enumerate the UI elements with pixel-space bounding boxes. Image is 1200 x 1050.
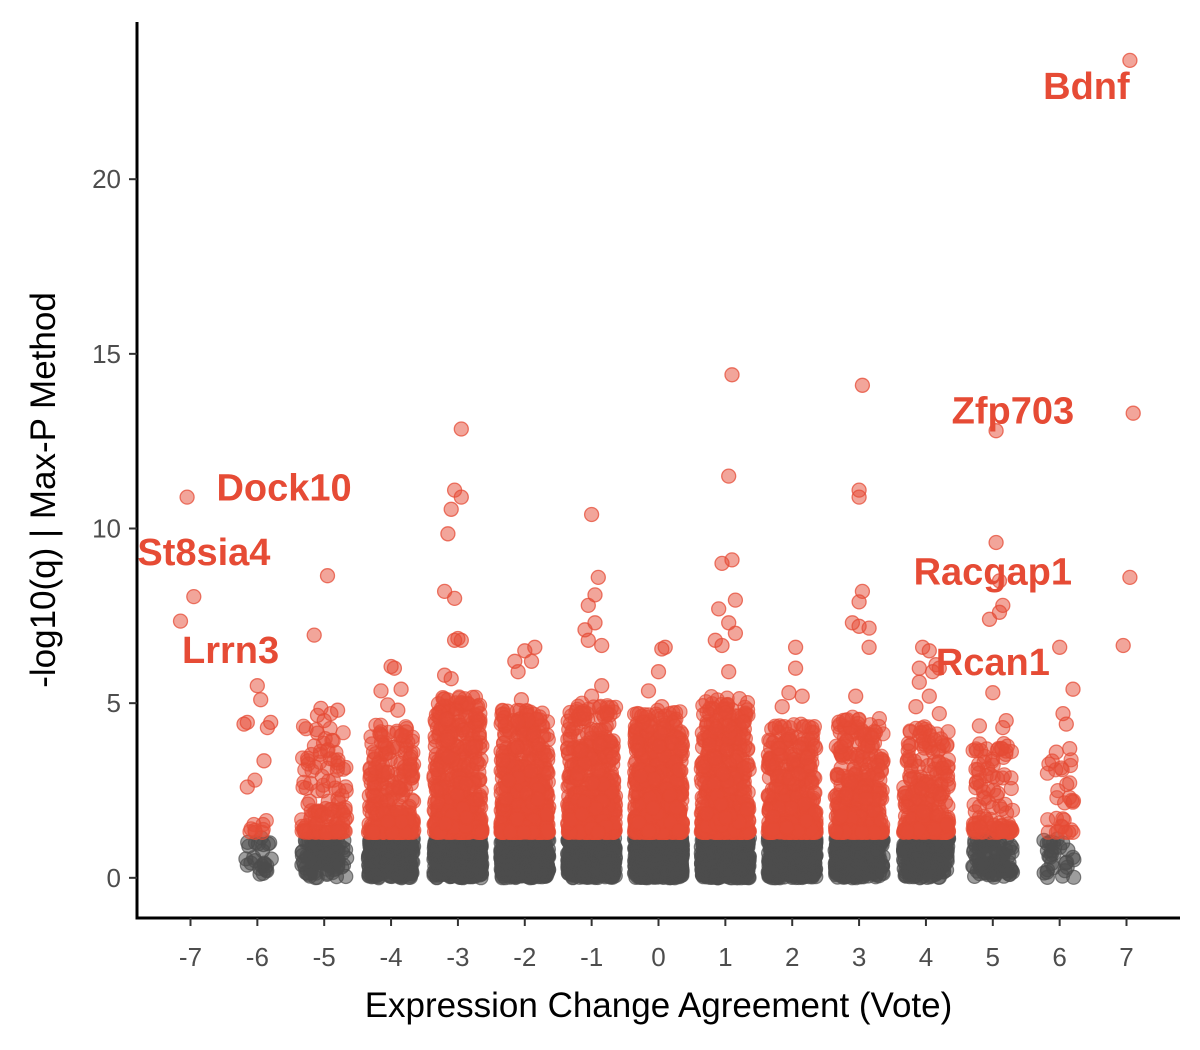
point-significant [668, 799, 684, 816]
point-nonsignificant [603, 852, 619, 868]
data-points [172, 52, 1141, 886]
point-nonsignificant [565, 854, 582, 871]
point-significant [510, 739, 526, 756]
point-significant [633, 768, 649, 784]
point-nonsignificant [650, 851, 666, 867]
point-significant [495, 752, 511, 769]
point-significant [438, 711, 454, 727]
point-nonsignificant [497, 854, 513, 870]
point-significant [428, 782, 444, 799]
point-significant [335, 725, 351, 741]
point-significant [458, 776, 474, 792]
point-significant [576, 706, 592, 723]
point-significant [646, 771, 662, 787]
point-nonsignificant [441, 859, 457, 875]
point-nonsignificant [673, 851, 689, 868]
point-significant [590, 824, 606, 841]
point-nonsignificant [308, 865, 324, 881]
point-significant [365, 824, 381, 841]
point-nonsignificant [382, 861, 398, 877]
point-significant [573, 743, 590, 759]
point-significant [645, 800, 661, 816]
point-significant [510, 714, 526, 730]
point-significant [458, 725, 474, 742]
point-significant [365, 744, 382, 760]
point-significant [437, 815, 454, 832]
point-nonsignificant [373, 838, 389, 854]
point-significant [530, 791, 546, 807]
point-significant [570, 765, 586, 782]
point-nonsignificant [591, 842, 607, 858]
point-significant [429, 761, 445, 778]
point-significant [402, 751, 418, 767]
point-significant [472, 791, 488, 808]
point-significant [474, 824, 490, 840]
point-significant [641, 823, 657, 839]
point-significant [298, 780, 314, 796]
point-nonsignificant [511, 864, 528, 881]
point-significant [494, 713, 510, 729]
point-significant [531, 737, 547, 753]
point-significant [538, 806, 555, 822]
point-significant [509, 811, 525, 827]
point-significant [451, 689, 467, 705]
point-significant [334, 788, 350, 804]
point-nonsignificant [530, 852, 546, 868]
point-significant [631, 706, 647, 722]
point-significant [440, 749, 456, 765]
point-significant [306, 738, 322, 754]
point-significant [592, 736, 608, 753]
point-significant [628, 743, 645, 759]
point-significant [329, 823, 345, 839]
point-significant [308, 816, 324, 832]
point-significant [651, 738, 667, 754]
point-significant [465, 739, 481, 755]
point-significant [497, 726, 513, 742]
point-significant [576, 794, 592, 810]
point-significant [297, 823, 313, 839]
point-significant [501, 772, 517, 788]
point-significant [404, 733, 420, 749]
point-significant [601, 716, 617, 732]
point-significant [382, 751, 398, 768]
point-significant [540, 823, 556, 839]
point-nonsignificant [456, 866, 472, 882]
point-nonsignificant [445, 838, 461, 854]
point-significant [574, 806, 590, 822]
point-significant [373, 727, 389, 743]
point-significant [671, 823, 687, 839]
point-significant [258, 812, 274, 829]
point-nonsignificant [471, 862, 487, 878]
point-significant [302, 793, 318, 809]
point-significant [390, 779, 406, 795]
point-significant [516, 824, 532, 840]
point-nonsignificant [252, 866, 268, 882]
point-significant [590, 762, 607, 779]
point-significant [247, 822, 263, 838]
point-significant [502, 824, 518, 840]
point-significant [380, 813, 396, 830]
point-significant [523, 763, 539, 779]
point-significant [468, 707, 484, 723]
point-significant [459, 809, 475, 826]
point-nonsignificant [246, 849, 262, 866]
point-nonsignificant [635, 852, 651, 868]
point-significant [322, 751, 338, 767]
point-significant [366, 788, 382, 804]
point-significant [319, 809, 335, 825]
point-nonsignificant [363, 864, 379, 880]
point-significant [437, 691, 453, 707]
point-significant [468, 755, 485, 772]
point-significant [540, 765, 556, 781]
point-significant [605, 749, 621, 765]
point-significant [367, 760, 383, 777]
point-significant [439, 732, 455, 748]
point-nonsignificant [657, 863, 674, 879]
point-significant [670, 762, 687, 778]
point-significant [584, 775, 601, 791]
point-nonsignificant [329, 853, 345, 869]
point-significant [672, 741, 689, 758]
point-nonsignificant [430, 843, 446, 859]
